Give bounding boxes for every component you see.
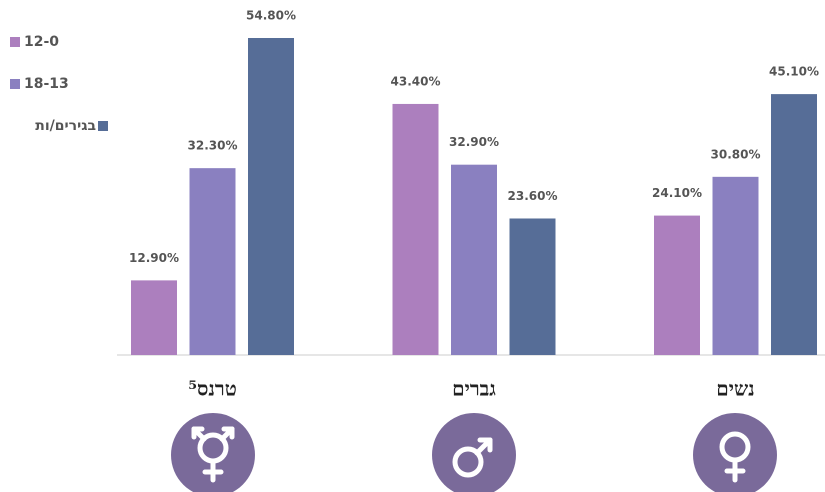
- value-label: 43.40%: [391, 74, 441, 88]
- legend-swatch: [10, 79, 20, 89]
- legend-swatch: [98, 121, 108, 131]
- category-label: גברים: [452, 377, 496, 401]
- bar: [509, 218, 556, 355]
- trans-icon: [191, 426, 235, 483]
- bar: [712, 176, 759, 355]
- legend-swatch: [10, 37, 20, 47]
- bar: [771, 94, 817, 355]
- female-icon-bg: [693, 413, 777, 492]
- bar: [451, 164, 497, 355]
- value-label: 24.10%: [652, 186, 702, 200]
- value-label: 32.30%: [188, 139, 238, 153]
- female-icon: [719, 431, 751, 483]
- bar: [131, 280, 177, 355]
- legend-label: 18-13: [24, 76, 69, 92]
- bar: [248, 38, 294, 355]
- category-label: טרנס⁵: [188, 377, 237, 401]
- value-label: 54.80%: [246, 9, 296, 23]
- bar: [189, 168, 236, 355]
- value-label: 30.80%: [711, 147, 761, 161]
- value-label: 12.90%: [129, 251, 179, 265]
- male-icon: [452, 437, 493, 478]
- value-label: 45.10%: [769, 65, 819, 79]
- value-label: 32.90%: [449, 135, 499, 149]
- category-label: נשים: [716, 377, 754, 401]
- legend-label: בגירים/ות: [35, 118, 96, 134]
- bar: [392, 103, 439, 356]
- legend-label: 12-0: [24, 34, 59, 50]
- value-label: 23.60%: [508, 189, 558, 203]
- icons: [171, 413, 777, 492]
- bar: [654, 215, 700, 355]
